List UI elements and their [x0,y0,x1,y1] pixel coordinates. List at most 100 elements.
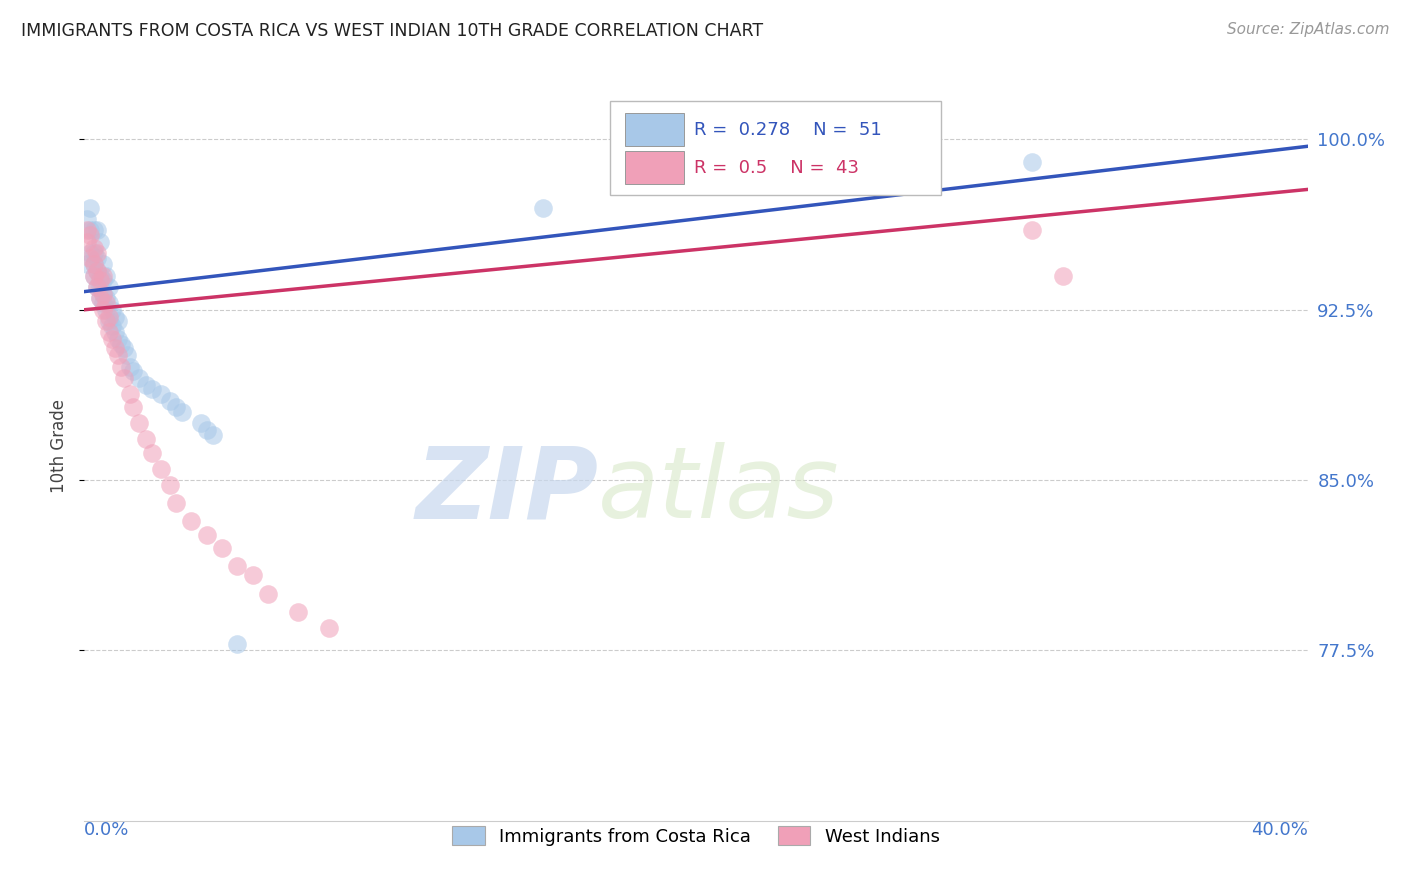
Point [135,432,157,446]
Point [149,461,172,475]
Point [101,318,124,333]
Point [141,382,163,396]
Point [107,332,129,346]
Point [86,280,108,294]
Point [110,336,132,351]
Point [76,223,98,237]
Point [128,371,150,385]
Point [141,446,163,460]
Y-axis label: 10th Grade: 10th Grade [49,399,67,493]
Point [86,264,108,278]
Point [112,342,135,356]
Point [120,386,142,401]
Point [83,268,105,283]
Point [165,401,187,415]
Point [149,386,172,401]
Text: IMMIGRANTS FROM COSTA RICA VS WEST INDIAN 10TH GRADE CORRELATION CHART: IMMIGRANTS FROM COSTA RICA VS WEST INDIA… [21,22,763,40]
Point [79,201,101,215]
Point [122,401,145,415]
Point [89,268,111,283]
Point [94,292,117,306]
Point [180,514,202,528]
Point [101,302,124,317]
Point [89,292,111,306]
Point [91,268,114,283]
Point [91,296,114,310]
Point [135,377,157,392]
Point [97,296,120,310]
Point [107,348,129,362]
FancyBboxPatch shape [610,102,941,195]
Point [79,223,101,237]
Point [242,568,264,582]
Text: 0.0%: 0.0% [84,821,129,838]
Point [86,280,108,294]
Point [104,342,127,356]
Point [76,257,98,271]
Point [1021,223,1043,237]
Point [172,405,194,419]
Point [89,292,111,306]
Text: Source: ZipAtlas.com: Source: ZipAtlas.com [1226,22,1389,37]
Point [104,310,127,324]
Text: R =  0.5    N =  43: R = 0.5 N = 43 [693,159,859,177]
Point [94,314,117,328]
Point [94,296,117,310]
Point [94,302,117,317]
Point [91,257,114,271]
Point [287,605,309,619]
Point [89,280,111,294]
Point [86,264,108,278]
Point [112,371,135,385]
Point [128,417,150,431]
Point [159,477,181,491]
Point [89,273,111,287]
Point [318,621,340,635]
Point [110,359,132,374]
Point [531,201,554,215]
Point [97,280,120,294]
Text: R =  0.278    N =  51: R = 0.278 N = 51 [693,121,882,139]
FancyBboxPatch shape [626,113,683,146]
Text: ZIP: ZIP [415,442,598,540]
Point [107,314,129,328]
FancyBboxPatch shape [626,152,683,185]
Text: 40.0%: 40.0% [1251,821,1308,838]
Point [91,286,114,301]
Point [97,326,120,340]
Point [120,359,142,374]
Point [104,326,127,340]
Point [115,348,138,362]
Point [83,223,105,237]
Text: atlas: atlas [598,442,839,540]
Point [211,541,233,556]
Point [83,242,105,256]
Point [94,268,117,283]
Point [195,527,218,541]
Point [91,302,114,317]
Point [898,167,921,181]
Point [79,246,101,260]
Point [83,268,105,283]
Point [86,223,108,237]
Point [165,496,187,510]
Point [86,251,108,265]
Point [89,235,111,249]
Point [122,364,145,378]
Point [76,211,98,226]
Legend: Immigrants from Costa Rica, West Indians: Immigrants from Costa Rica, West Indians [444,819,948,853]
Point [226,636,249,650]
Point [79,251,101,265]
Point [257,586,280,600]
Point [1021,155,1043,169]
Point [97,314,120,328]
Point [91,286,114,301]
Point [159,393,181,408]
Point [97,310,120,324]
Point [86,246,108,260]
Point [83,257,105,271]
Point [79,227,101,242]
Point [195,423,218,437]
Point [190,417,212,431]
Point [91,273,114,287]
